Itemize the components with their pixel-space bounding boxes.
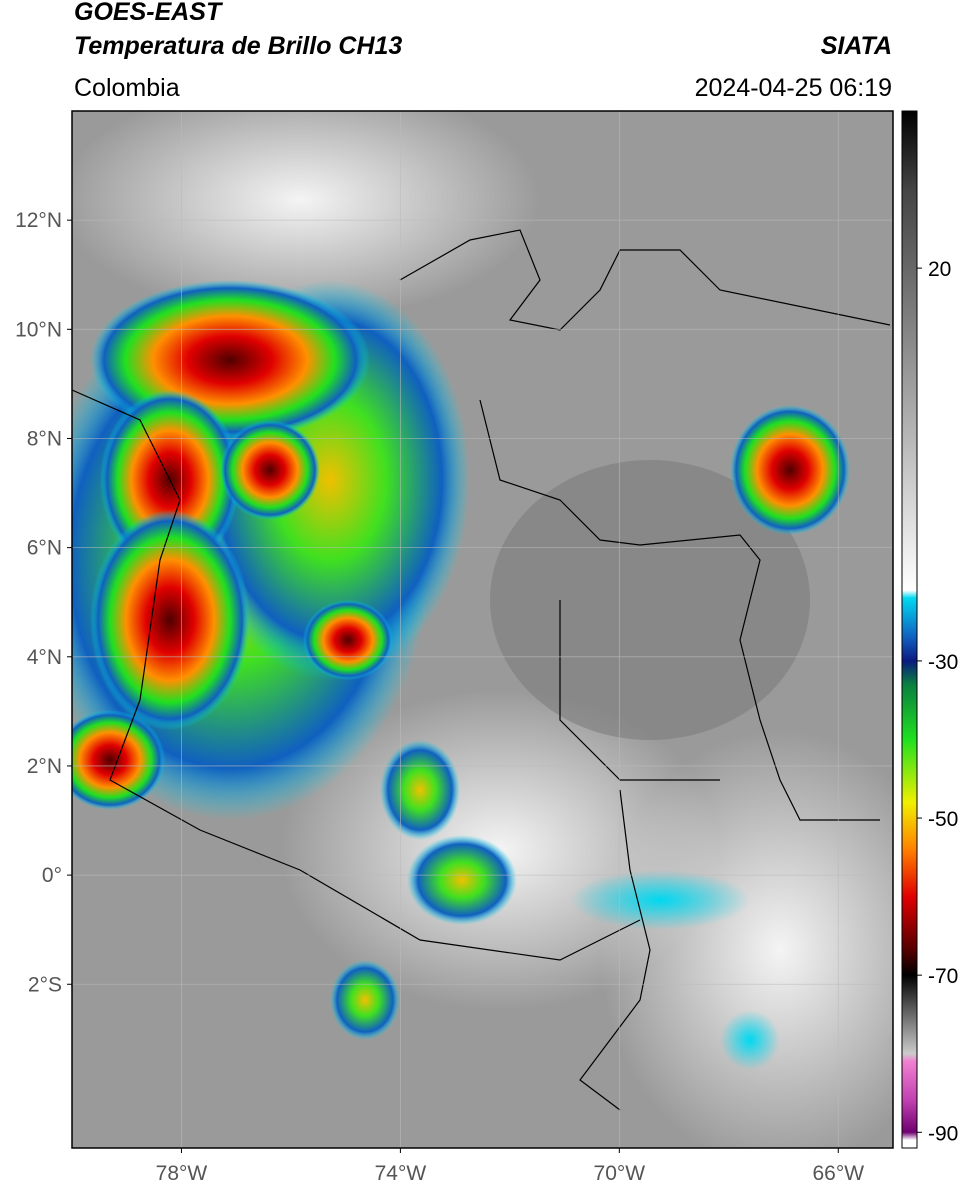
lat-tick-label: 0° xyxy=(42,864,62,887)
lat-tick-label: 12°N xyxy=(15,209,62,232)
lat-tick-label: 2°N xyxy=(27,755,62,778)
colorbar-tick-label: -90 xyxy=(928,1122,958,1145)
source: SIATA xyxy=(821,32,892,60)
lat-tick-label: 10°N xyxy=(15,318,62,341)
region: Colombia xyxy=(74,74,180,102)
datetime: 2024-04-25 06:19 xyxy=(695,74,892,102)
colorbar-tick-label: -30 xyxy=(928,651,958,674)
lon-tick-label: 78°W xyxy=(156,1162,208,1185)
graticule xyxy=(72,111,893,1148)
subtitle: Temperatura de Brillo CH13 xyxy=(74,32,402,60)
colorbar-tick-label: -50 xyxy=(928,808,958,831)
satellite-image xyxy=(72,111,893,1148)
lon-tick-label: 66°W xyxy=(812,1162,864,1185)
colorbar-tick-label: -70 xyxy=(928,965,958,988)
lat-tick-label: 6°N xyxy=(27,537,62,560)
lat-tick-label: 8°N xyxy=(27,427,62,450)
lat-tick-label: 2°S xyxy=(28,973,62,996)
title: GOES-EAST xyxy=(74,0,224,26)
lon-tick-label: 74°W xyxy=(375,1162,427,1185)
colorbar-tick-label: 20 xyxy=(928,258,951,281)
lon-tick-label: 70°W xyxy=(594,1162,646,1185)
colorbar xyxy=(901,110,918,1149)
lat-tick-label: 4°N xyxy=(27,646,62,669)
map-frame xyxy=(71,110,894,1149)
